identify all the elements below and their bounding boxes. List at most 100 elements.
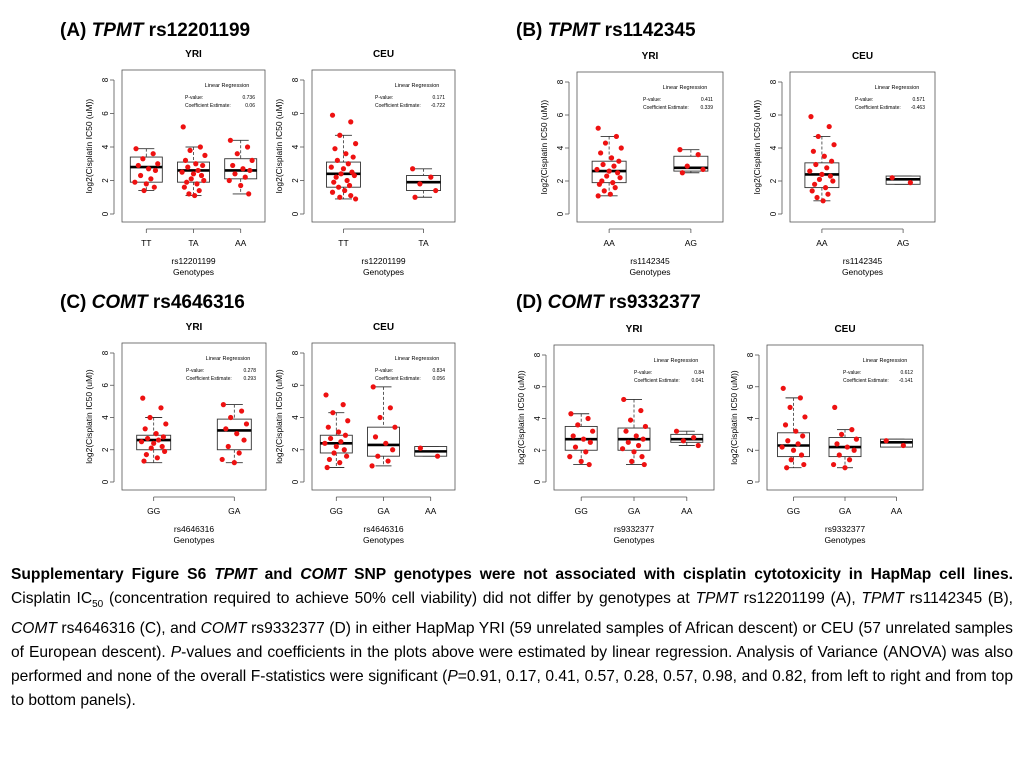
plot-6-point bbox=[390, 447, 396, 453]
plot-3-point bbox=[700, 166, 706, 173]
plot-7-x-tick-label: GA bbox=[628, 506, 641, 516]
plot-7-y-tick-label: 8 bbox=[533, 352, 542, 357]
plot-1-point bbox=[184, 179, 190, 185]
plot-1-frame bbox=[121, 69, 266, 223]
plot-1-point bbox=[185, 164, 191, 170]
plot-1-point bbox=[179, 169, 185, 175]
plot-1-x-tick-label: TA bbox=[188, 238, 199, 248]
plot-5-y-tick-label: 2 bbox=[101, 447, 110, 452]
plot-5-point bbox=[158, 405, 164, 411]
plot-3-point bbox=[606, 168, 612, 174]
plot-3-point bbox=[613, 133, 620, 140]
plot-3-point bbox=[617, 175, 623, 181]
plot-3-x-axis-label-genotypes: Genotypes bbox=[629, 267, 670, 277]
plot-7-x-tick-label: AA bbox=[681, 506, 693, 516]
plot-4-y-tick-label: 2 bbox=[769, 178, 778, 183]
plot-7-point bbox=[567, 454, 573, 460]
plot-7-point bbox=[570, 433, 576, 439]
plot-1-point bbox=[182, 157, 189, 163]
plot-2-point bbox=[344, 177, 350, 184]
plot-7-point bbox=[590, 428, 596, 434]
plot-1-y-axis-label: log2(Cisplatin IC50 (uM)) bbox=[84, 99, 94, 194]
plot-1-coef-label: Coefficient Estimate: bbox=[185, 103, 231, 109]
plot-4-coef: -0.463 bbox=[911, 105, 925, 111]
plot-8-point bbox=[838, 431, 845, 437]
plot-7-y-tick-label: 6 bbox=[533, 384, 542, 389]
plot-5-point bbox=[243, 421, 250, 427]
plot-7-point bbox=[695, 442, 701, 449]
plot-4-point bbox=[815, 133, 821, 140]
plot-4-x-axis-label-genotypes: Genotypes bbox=[842, 267, 883, 277]
plot-8-point bbox=[883, 438, 889, 444]
plot-4-y-tick-label: 4 bbox=[769, 145, 778, 150]
plot-8-point bbox=[853, 436, 860, 442]
plot-6-x-axis-label-genotypes: Genotypes bbox=[363, 535, 404, 545]
plot-4-legend-title: Linear Regression bbox=[875, 85, 920, 91]
plot-5-x-tick-label: GG bbox=[147, 506, 160, 516]
plot-3-point bbox=[679, 170, 685, 176]
plot-3-pvalue: 0.411 bbox=[701, 97, 713, 103]
plot-8-y-tick-label: 2 bbox=[746, 447, 755, 452]
plot-5-frame bbox=[121, 342, 267, 491]
plot-1-point bbox=[240, 166, 246, 172]
plot-4-point bbox=[820, 198, 826, 204]
plot-5-point bbox=[234, 431, 240, 437]
plot-3-point bbox=[695, 152, 701, 158]
plot-7-point bbox=[627, 417, 634, 423]
plot-2-point bbox=[333, 174, 339, 180]
plot-6-box bbox=[367, 426, 400, 457]
plot-6-point bbox=[324, 464, 330, 471]
plot-4-point bbox=[831, 142, 837, 148]
plot-1-point bbox=[145, 166, 152, 172]
plot-4-point bbox=[819, 171, 825, 177]
plot-2-point bbox=[338, 171, 344, 177]
plot-4-point bbox=[810, 148, 817, 154]
plot-1-x-axis-label-genotypes: Genotypes bbox=[173, 267, 214, 277]
plot-2-title: CEU bbox=[373, 49, 394, 60]
plot-1-point bbox=[195, 167, 201, 174]
plot-8-point bbox=[780, 385, 786, 391]
plot-4-frame bbox=[789, 71, 936, 223]
plot-1-point bbox=[200, 162, 206, 169]
plot-7-point bbox=[578, 458, 584, 464]
plot-6-point bbox=[369, 463, 375, 469]
plot-8-y-tick-label: 4 bbox=[746, 416, 755, 421]
figure-caption: Supplementary Figure S6 TPMT and COMT SN… bbox=[11, 566, 1014, 710]
plot-8-point bbox=[832, 404, 838, 410]
plot-8-point bbox=[797, 395, 803, 401]
plot-5-point bbox=[220, 402, 226, 408]
plot-8-point bbox=[787, 404, 793, 410]
plot-8-x-axis-label: rs9332377 bbox=[825, 524, 865, 534]
plot-6-coef: 0.056 bbox=[432, 376, 445, 382]
plot-1-point bbox=[226, 177, 232, 184]
plot-8-x-axis-label-genotypes: Genotypes bbox=[824, 535, 865, 545]
plot-3-x-axis-label: rs1142345 bbox=[630, 256, 670, 266]
plot-8-point bbox=[830, 461, 837, 468]
plot-1-y-tick-label: 2 bbox=[101, 178, 110, 183]
plot-3-point bbox=[611, 163, 617, 169]
plot-7-coef: 0.041 bbox=[691, 378, 704, 384]
plot-3-coef: 0.339 bbox=[700, 105, 713, 111]
plot-4-y-axis-label: log2(Cisplatin IC50 (uM)) bbox=[752, 100, 762, 195]
plot-8-x-tick-label: AA bbox=[891, 506, 903, 516]
plot-8-point bbox=[846, 457, 853, 463]
plot-1-point bbox=[181, 184, 187, 190]
plot-8-y-axis-label: log2(Cisplatin IC50 (uM)) bbox=[729, 370, 739, 465]
panel-title-c: (C) COMT rs4646316 bbox=[60, 292, 245, 313]
plot-6-point bbox=[323, 392, 329, 398]
plot-4-x-axis-label: rs1142345 bbox=[843, 256, 883, 266]
plot-6-x-tick-label: AA bbox=[425, 506, 437, 516]
plot-7-point bbox=[638, 407, 644, 414]
plot-6-x-tick-label: GA bbox=[377, 506, 390, 516]
plot-8-coef: -0.141 bbox=[899, 378, 913, 384]
plot-6-y-tick-label: 2 bbox=[291, 447, 300, 452]
plot-2-point bbox=[331, 179, 337, 185]
plot-3-pvalue-label: P-value: bbox=[643, 97, 661, 103]
plot-5-x-axis-label: rs4646316 bbox=[174, 524, 214, 534]
plot-2-point bbox=[350, 154, 356, 160]
plot-4-pvalue-label: P-value: bbox=[855, 97, 873, 103]
plot-4-point bbox=[907, 180, 913, 186]
panel-title-d: (D) COMT rs9332377 bbox=[516, 292, 701, 313]
plot-7-x-tick-label: GG bbox=[575, 506, 588, 516]
plot-2-point bbox=[328, 164, 334, 170]
